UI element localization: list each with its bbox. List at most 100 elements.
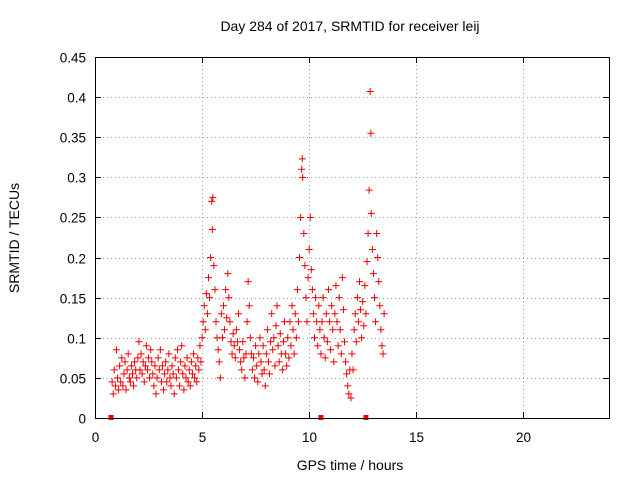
data-point [194,354,202,362]
data-point [130,382,138,390]
data-point [246,334,254,342]
data-point [342,358,350,366]
data-point [376,302,384,310]
data-point [165,350,173,358]
data-point [193,378,201,386]
data-point [214,346,222,354]
data-point [126,378,134,386]
data-point [163,378,171,386]
data-point [271,362,279,370]
data-point [212,318,220,326]
data-point [254,378,262,386]
data-point [292,334,300,342]
data-point [171,354,179,362]
y-tick-label: 0.2 [67,252,86,267]
data-point [223,314,231,322]
data-point [243,318,251,326]
data-point [120,370,128,378]
data-point [377,326,385,334]
data-point [374,254,382,262]
data-point [369,270,377,278]
y-axis-label: SRMTID / TECUs [6,183,22,293]
data-point [226,318,234,326]
data-point [128,370,136,378]
data-point [195,366,203,374]
data-point [146,374,154,382]
data-point [305,246,313,254]
data-point [211,286,219,294]
data-point [365,186,373,194]
data-point [367,209,375,217]
data-point [367,129,375,137]
data-point [147,346,155,354]
data-point [324,286,332,294]
zero-marker [108,415,114,420]
data-point [134,354,142,362]
data-point [183,354,191,362]
data-point [137,350,145,358]
data-point [238,366,246,374]
data-point [294,318,302,326]
data-point [217,310,225,318]
data-point [208,197,216,205]
data-point [117,378,125,386]
data-point [269,346,277,354]
data-point [296,254,304,262]
data-point [293,286,301,294]
data-point [264,358,272,366]
data-point [179,370,187,378]
data-point [353,294,361,302]
data-point [359,298,367,306]
data-point [169,370,177,378]
y-tick-label: 0.35 [60,131,86,146]
data-point [220,302,227,310]
data-point [289,326,297,334]
data-point [275,358,283,366]
y-tick-label: 0.15 [60,292,86,307]
data-point [348,350,356,358]
data-point [380,310,388,318]
data-point [276,330,284,338]
x-tick-label: 10 [302,430,317,445]
data-point [143,366,151,374]
data-point [184,378,192,386]
data-point [186,382,194,390]
data-point [338,274,346,282]
data-point [297,213,305,221]
data-point [329,326,337,334]
data-point [330,358,338,366]
data-point [311,334,319,342]
data-point [168,362,176,370]
data-point [274,342,282,350]
data-point [109,390,117,398]
data-point [309,310,317,318]
data-point [216,374,224,382]
data-point [302,294,310,302]
data-point [190,350,198,358]
data-point [379,350,387,358]
data-point [259,342,267,350]
data-point [339,306,347,314]
data-point [162,358,170,366]
data-point [229,330,237,338]
data-point [161,370,169,378]
data-point [287,342,295,350]
data-point [115,386,123,394]
data-point [149,370,157,378]
data-point [108,378,116,386]
data-point [177,358,185,366]
data-point [156,346,164,354]
data-point [364,229,372,237]
chart-title: Day 284 of 2017, SRMTID for receiver lei… [220,18,479,34]
data-point [206,294,214,302]
data-point [337,350,345,358]
data-point [273,302,281,310]
data-point [344,382,352,390]
data-point [234,310,242,318]
data-point [225,294,233,302]
data-point [262,350,270,358]
data-point [251,374,259,382]
data-point [333,318,341,326]
data-point [266,370,274,378]
data-point [307,266,315,274]
